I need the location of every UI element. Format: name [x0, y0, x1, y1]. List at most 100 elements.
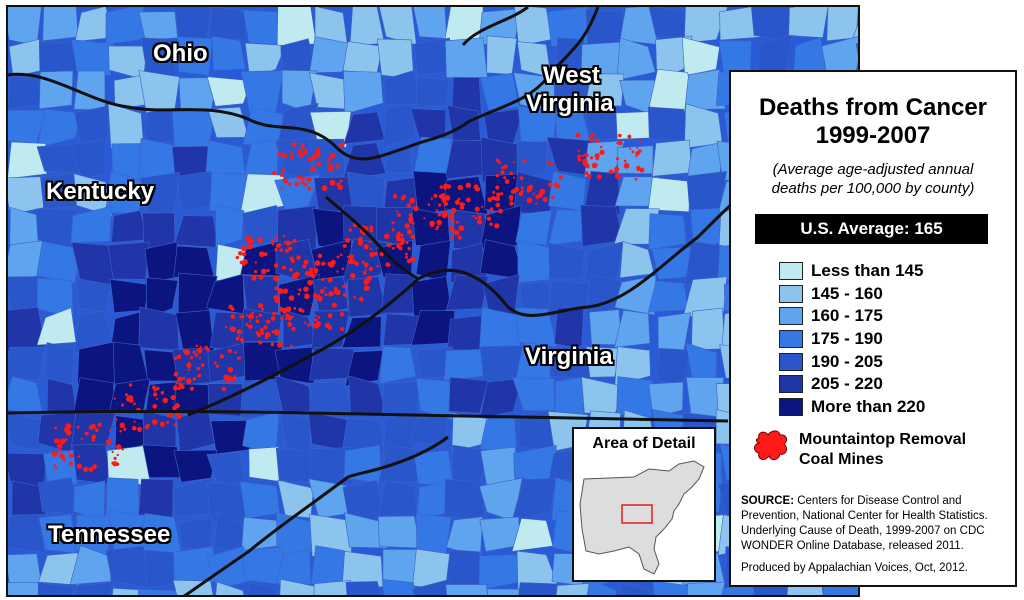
mine-site	[629, 147, 632, 151]
inset-title: Area of Detail	[592, 435, 696, 452]
mine-site	[405, 241, 409, 245]
mine-site	[526, 197, 533, 204]
county-polygon	[345, 581, 382, 595]
county-polygon	[74, 105, 110, 145]
mine-site	[499, 192, 504, 196]
mine-site	[386, 242, 392, 248]
mine-site	[214, 361, 217, 365]
mine-site	[357, 240, 364, 246]
mine-site	[584, 171, 589, 176]
mine-site	[586, 174, 592, 179]
county-polygon	[215, 205, 245, 248]
county-polygon	[38, 70, 74, 110]
mine-site	[301, 146, 305, 150]
mine-site	[409, 256, 416, 263]
county-polygon	[138, 70, 180, 114]
legend-swatch	[779, 330, 803, 349]
mine-site	[76, 463, 83, 469]
mine-site	[480, 205, 484, 209]
mine-site	[298, 152, 304, 158]
mine-site	[230, 314, 236, 319]
mine-site	[151, 419, 158, 425]
mine-site	[489, 222, 493, 226]
mine-site	[391, 221, 395, 225]
mine-site	[339, 253, 343, 257]
mine-site	[450, 207, 457, 214]
mine-site	[272, 311, 277, 316]
county-polygon	[413, 7, 448, 39]
tennessee-nc-border	[183, 475, 349, 595]
mine-site	[221, 386, 226, 392]
mine-site	[266, 268, 270, 273]
mine-site	[477, 215, 482, 220]
mine-site	[270, 316, 276, 321]
mine-site	[423, 217, 426, 220]
mine-site	[192, 377, 197, 381]
mine-site	[329, 152, 336, 159]
mine-site	[495, 202, 501, 208]
county-polygon	[111, 310, 144, 346]
legend-swatch	[779, 375, 803, 394]
mine-site	[65, 429, 72, 436]
mine-site	[504, 179, 510, 184]
mine-site	[614, 166, 620, 172]
mine-site	[315, 147, 321, 152]
mine-site	[308, 271, 314, 277]
mine-site	[257, 302, 264, 309]
mine-site	[260, 268, 267, 275]
county-polygon	[313, 580, 351, 595]
county-polygon	[479, 72, 520, 111]
county-polygon	[751, 7, 791, 42]
county-polygon	[648, 213, 687, 251]
county-polygon	[36, 277, 74, 318]
mine-site	[160, 391, 165, 395]
mine-site	[385, 262, 390, 267]
county-polygon	[511, 477, 557, 521]
county-polygon	[444, 176, 489, 215]
county-polygon	[71, 39, 115, 76]
mine-site	[285, 240, 291, 246]
mine-site	[555, 184, 561, 189]
legend-bin-label: 205 - 220	[811, 374, 883, 394]
county-polygon	[486, 35, 518, 75]
county-polygon	[518, 582, 558, 595]
mine-site	[233, 378, 237, 382]
mine-site	[447, 220, 451, 223]
mine-site	[311, 305, 315, 309]
county-polygon	[73, 173, 113, 218]
mine-site	[281, 307, 288, 314]
mine-site	[80, 437, 84, 441]
mine-site	[437, 213, 442, 217]
mine-site	[335, 164, 340, 169]
legend-bin-label: More than 220	[811, 396, 926, 416]
mine-site	[91, 438, 95, 442]
mine-site	[281, 168, 285, 172]
mine-site	[314, 318, 318, 322]
mine-site	[443, 194, 446, 197]
mine-site	[429, 220, 435, 227]
mine-legend-label: Mountaintop Removal Coal Mines	[799, 430, 966, 470]
mine-site	[405, 255, 408, 259]
county-polygon	[382, 579, 416, 595]
mine-site	[339, 179, 343, 183]
mine-site	[271, 238, 275, 243]
mine-site	[165, 398, 168, 402]
inset-us-map	[579, 460, 705, 575]
mine-site	[408, 219, 413, 224]
virginia-nc-border	[347, 435, 449, 479]
county-polygon	[173, 215, 218, 248]
county-polygon	[378, 480, 419, 519]
county-polygon	[516, 140, 548, 181]
county-polygon	[548, 209, 584, 246]
mine-site	[97, 422, 102, 427]
mine-site	[497, 161, 501, 165]
mine-site	[177, 386, 181, 390]
state-label-kentucky: Kentucky	[46, 178, 155, 205]
county-polygon	[512, 377, 555, 411]
mine-site	[274, 297, 281, 304]
county-polygon	[377, 515, 422, 549]
mine-site	[342, 243, 347, 248]
county-polygon	[146, 277, 179, 319]
mine-site	[280, 187, 283, 190]
mine-site	[591, 162, 598, 169]
